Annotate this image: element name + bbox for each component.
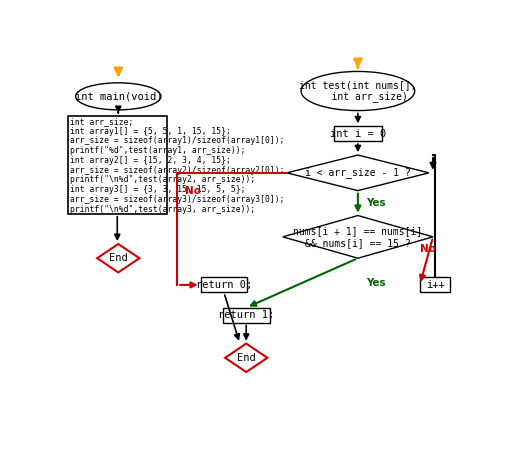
Text: arr_size = sizeof(array3)/sizeof(array3[0]);: arr_size = sizeof(array3)/sizeof(array3[… [70, 195, 285, 204]
Text: arr_size = sizeof(array2)/sizeof(array2[0]);: arr_size = sizeof(array2)/sizeof(array2[… [70, 166, 285, 175]
Text: i++: i++ [425, 280, 444, 290]
FancyBboxPatch shape [201, 277, 247, 292]
Polygon shape [283, 215, 433, 258]
Polygon shape [97, 244, 139, 273]
FancyBboxPatch shape [223, 308, 269, 322]
Text: arr_size = sizeof(array1)/sizeof(array1[0]);: arr_size = sizeof(array1)/sizeof(array1[… [70, 136, 285, 146]
Polygon shape [225, 344, 267, 372]
Ellipse shape [75, 83, 161, 110]
Text: printf("%d",test(array1, arr_size));: printf("%d",test(array1, arr_size)); [70, 146, 246, 155]
FancyBboxPatch shape [420, 277, 450, 292]
Text: i < arr_size - 1 ?: i < arr_size - 1 ? [305, 167, 411, 178]
Text: return 1;: return 1; [218, 310, 275, 320]
Text: return 0;: return 0; [196, 280, 252, 290]
Text: End: End [237, 353, 256, 363]
Text: nums[i + 1] == nums[i]
&& nums[i] == 15 ?: nums[i + 1] == nums[i] && nums[i] == 15 … [293, 226, 422, 248]
Text: No: No [185, 186, 201, 195]
Text: int test(int nums[],
    int arr_size): int test(int nums[], int arr_size) [299, 80, 417, 102]
Ellipse shape [301, 72, 415, 110]
Text: printf("\n%d",test(array2, arr_size));: printf("\n%d",test(array2, arr_size)); [70, 176, 256, 184]
Text: End: End [109, 253, 128, 263]
FancyBboxPatch shape [68, 116, 167, 214]
Text: Yes: Yes [366, 198, 386, 208]
Text: int arr_size;: int arr_size; [70, 117, 134, 126]
Text: int i = 0: int i = 0 [330, 129, 386, 139]
Polygon shape [287, 155, 429, 191]
FancyBboxPatch shape [333, 126, 382, 141]
Text: int main(void): int main(void) [74, 91, 162, 101]
Text: int array3[] = {3, 3, 15, 15, 5, 5};: int array3[] = {3, 3, 15, 15, 5, 5}; [70, 185, 246, 195]
Text: No: No [420, 244, 436, 254]
Text: int array2[] = {15, 2, 3, 4, 15};: int array2[] = {15, 2, 3, 4, 15}; [70, 156, 231, 165]
Text: Yes: Yes [366, 278, 386, 288]
Text: int array1[] = {5, 5, 1, 15, 15};: int array1[] = {5, 5, 1, 15, 15}; [70, 127, 231, 135]
Text: printf("\n%d",test(array3, arr_size));: printf("\n%d",test(array3, arr_size)); [70, 205, 256, 214]
